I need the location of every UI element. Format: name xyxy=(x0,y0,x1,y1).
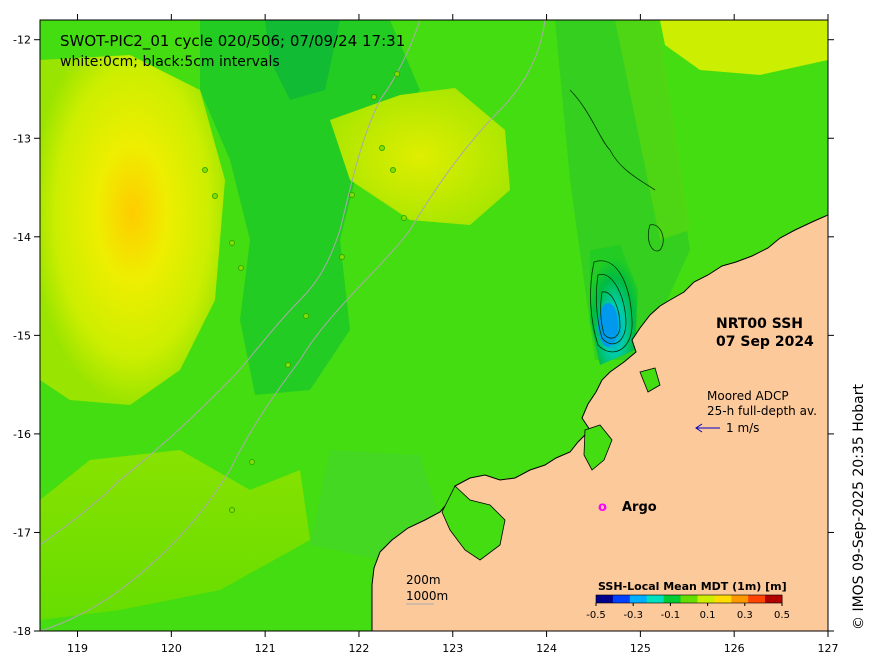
colorbar-segment xyxy=(629,595,648,603)
colorbar-segment xyxy=(714,595,732,603)
depth-label-1000m: 1000m xyxy=(406,589,448,603)
x-tick-label: 125 xyxy=(630,642,651,655)
adcp-arrow-icon xyxy=(695,423,720,433)
colorbar-tick-label: 0.5 xyxy=(774,610,790,621)
y-tick-label: -12 xyxy=(13,34,31,47)
colorbar xyxy=(595,594,783,604)
x-tick-label: 121 xyxy=(255,642,276,655)
map-subtitle: white:0cm; black:5cm intervals xyxy=(60,54,280,70)
y-tick-label: -13 xyxy=(13,132,31,145)
x-tick-label: 126 xyxy=(724,642,745,655)
swot-contours xyxy=(569,89,664,353)
x-tick-label: 127 xyxy=(818,642,839,655)
x-tick-label: 120 xyxy=(161,642,182,655)
y-tick-label: -14 xyxy=(13,231,31,244)
bathymetry-contours xyxy=(40,20,546,631)
product-title: NRT00 SSH xyxy=(716,316,803,332)
adcp-subtitle: 25-h full-depth av. xyxy=(707,404,817,418)
colorbar-segment xyxy=(765,595,783,603)
x-tick-label: 119 xyxy=(67,642,88,655)
colorbar-segment xyxy=(748,595,766,603)
bay-inlet xyxy=(583,424,613,471)
colorbar-tick-label: 0.3 xyxy=(737,610,753,621)
ssh-low-core xyxy=(265,20,340,100)
adcp-scale: 1 m/s xyxy=(726,421,759,435)
x-axis: 119 120 121 122 123 124 125 126 127 xyxy=(67,14,839,655)
plot-frame xyxy=(39,19,829,632)
depth-label-200m: 200m xyxy=(406,573,441,587)
credit-text: © IMOS 09-Sep-2025 20:35 Hobart xyxy=(851,384,867,630)
x-tick-label: 123 xyxy=(442,642,463,655)
colorbar-segment xyxy=(680,595,698,603)
colorbar-tick-label: -0.5 xyxy=(586,610,606,621)
colorbar-ticks: -0.5 -0.3 -0.1 0.1 0.3 0.5 xyxy=(586,603,790,621)
colorbar-segment xyxy=(646,595,665,603)
argo-marker-icon: o xyxy=(598,500,607,515)
colorbar-segment xyxy=(663,595,682,603)
ssh-high-northeast xyxy=(660,20,828,75)
sound-inlet xyxy=(639,367,661,393)
colorbar-frame xyxy=(595,594,783,604)
swot-swath-band xyxy=(615,20,690,240)
y-axis: -12 -13 -14 -15 -16 -17 -18 xyxy=(13,34,834,638)
x-tick-label: 122 xyxy=(348,642,369,655)
x-tick-label: 124 xyxy=(536,642,557,655)
colorbar-segment xyxy=(731,595,749,603)
colorbar-segment xyxy=(612,595,631,603)
colorbar-tick-label: 0.1 xyxy=(700,610,716,621)
swot-eddy-core xyxy=(598,303,618,347)
y-tick-label: -18 xyxy=(13,625,31,638)
argo-label: Argo xyxy=(622,500,657,515)
map-title: SWOT-PIC2_01 cycle 020/506; 07/09/24 17:… xyxy=(60,32,405,51)
ssh-high-middle xyxy=(330,88,510,225)
colorbar-title: SSH-Local Mean MDT (1m) [m] xyxy=(598,580,787,593)
colorbar-segment xyxy=(697,595,715,603)
y-tick-label: -15 xyxy=(13,329,31,342)
colorbar-segment xyxy=(596,595,614,603)
product-date: 07 Sep 2024 xyxy=(716,334,814,350)
observation-dots xyxy=(202,71,407,513)
ssh-high-west xyxy=(40,55,225,405)
colorbar-tick-label: -0.1 xyxy=(661,610,681,621)
colorbar-tick-label: -0.3 xyxy=(623,610,643,621)
adcp-title: Moored ADCP xyxy=(707,389,789,403)
y-tick-label: -16 xyxy=(13,428,31,441)
gulf-inlet xyxy=(441,485,506,561)
y-tick-label: -17 xyxy=(13,526,31,539)
